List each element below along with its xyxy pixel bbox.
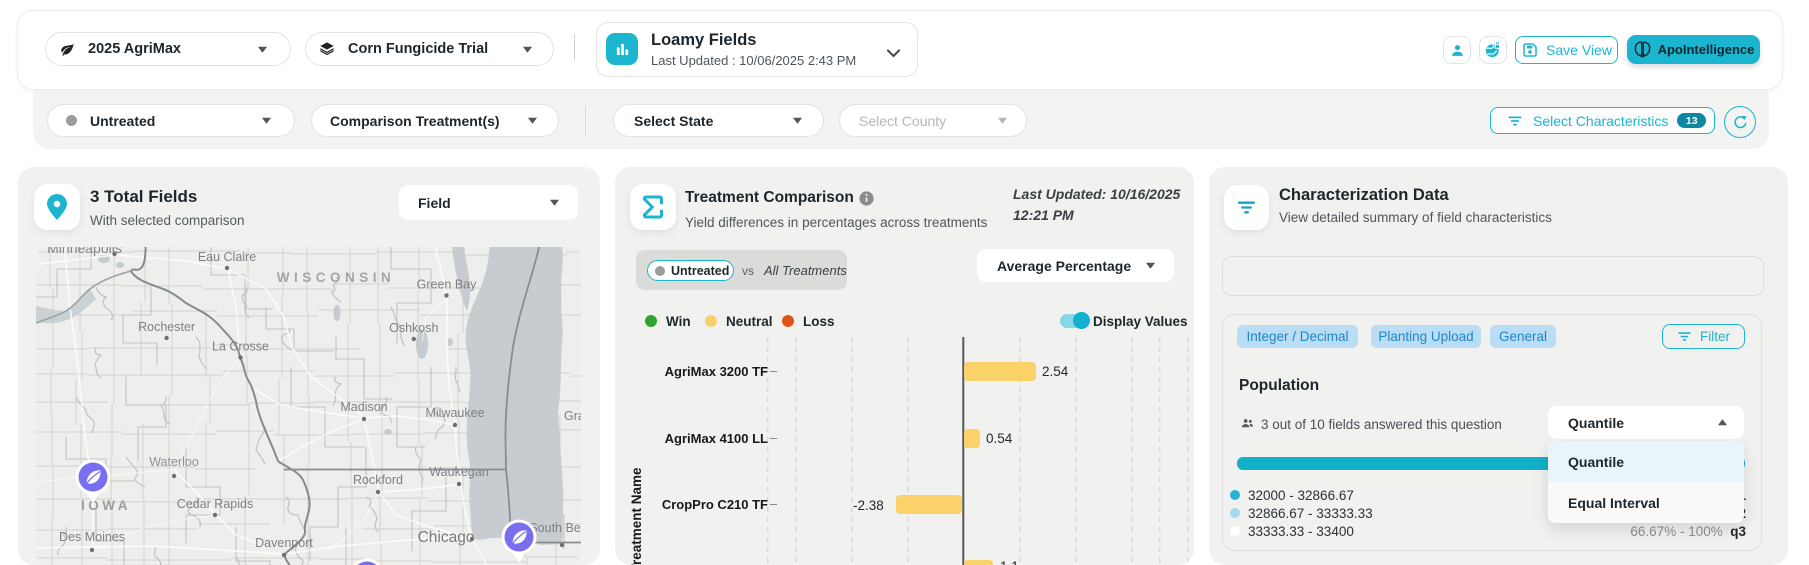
svg-text:IOWA: IOWA <box>81 498 131 513</box>
svg-text:Rochester: Rochester <box>138 320 195 334</box>
svg-text:Waukegan: Waukegan <box>429 465 488 479</box>
svg-text:Oshkosh: Oshkosh <box>389 321 438 335</box>
svg-text:Des Moines: Des Moines <box>59 530 125 544</box>
svg-text:La Crosse: La Crosse <box>212 340 269 354</box>
svg-text:Grand: Grand <box>564 409 581 423</box>
svg-text:Milwaukee: Milwaukee <box>425 406 484 420</box>
svg-text:Madison: Madison <box>340 400 387 414</box>
svg-text:Waterloo: Waterloo <box>149 455 199 469</box>
svg-text:Cedar Rapids: Cedar Rapids <box>177 497 253 511</box>
svg-text:South Bend: South Bend <box>529 521 581 535</box>
svg-text:Rockford: Rockford <box>353 473 403 487</box>
svg-text:WISCONSIN: WISCONSIN <box>277 270 396 285</box>
svg-text:Chicago: Chicago <box>418 529 475 546</box>
svg-text:Minneapolis: Minneapolis <box>47 247 122 256</box>
svg-text:Eau Claire: Eau Claire <box>198 250 256 264</box>
svg-text:Davenport: Davenport <box>255 536 313 550</box>
svg-text:Green Bay: Green Bay <box>417 278 478 292</box>
